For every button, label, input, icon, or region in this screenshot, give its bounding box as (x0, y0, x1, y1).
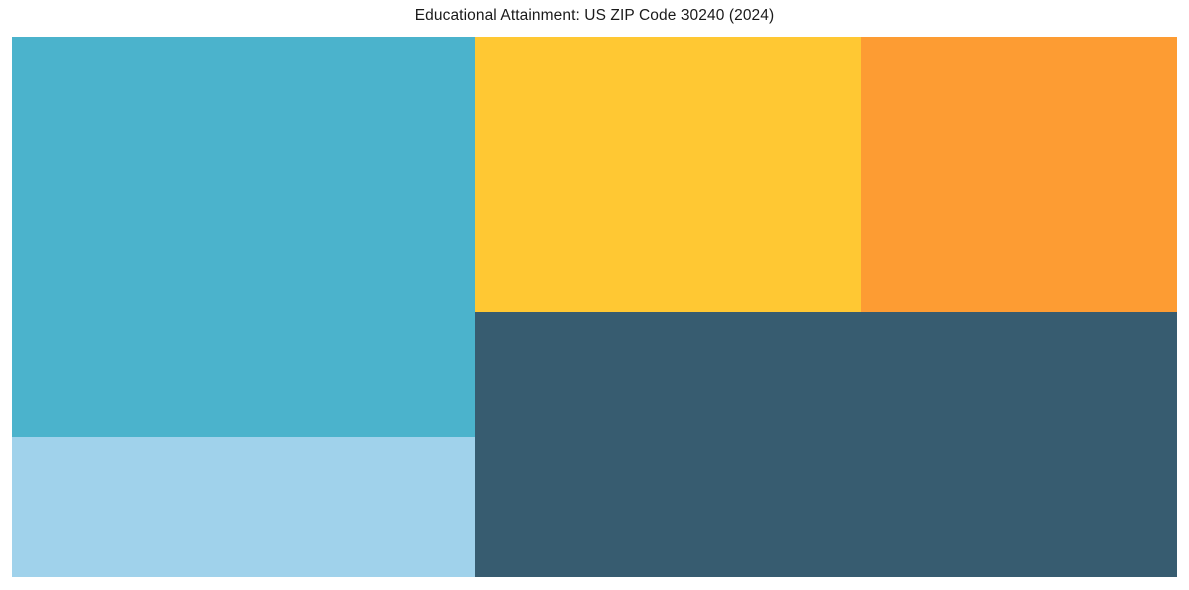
tile-less-than-high-school[interactable]: Less than high school (12, 436, 475, 577)
tile-some-college-no-degree[interactable]: Some college, no degree (474, 37, 861, 312)
treemap-plot-area: High school graduate (or equivalent)Some… (12, 37, 1177, 577)
chart-title: Educational Attainment: US ZIP Code 3024… (414, 7, 775, 24)
tile-bachelors-degree[interactable]: Bachelor's degree (860, 37, 1177, 312)
tile-associate-or-graduate-degree[interactable]: Associate's degree or graduate/professio… (474, 312, 1177, 577)
tile-high-school-graduate[interactable]: High school graduate (or equivalent) (12, 37, 475, 437)
